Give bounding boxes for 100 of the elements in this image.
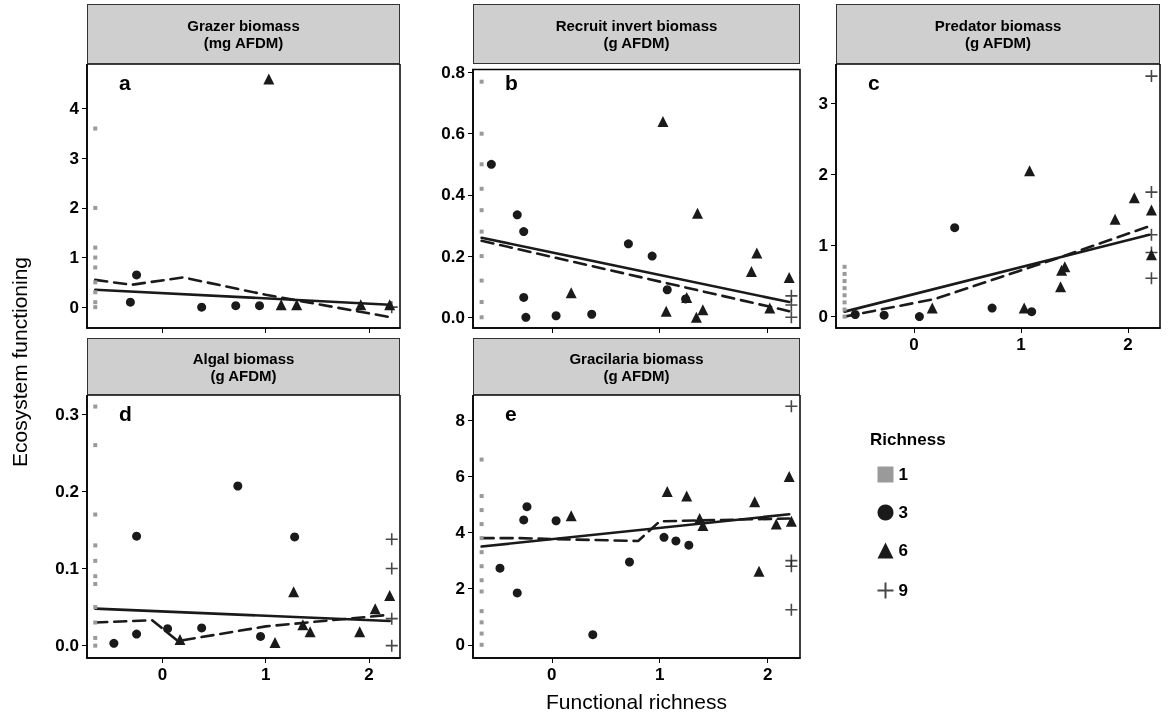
point [132,270,142,280]
point [269,637,281,649]
point [93,543,98,548]
point [197,623,207,633]
point [745,265,757,277]
point [519,227,529,237]
y-tick-label: 2 [455,579,465,599]
point [479,620,484,625]
point [842,293,847,298]
point [522,502,532,512]
point [1144,185,1159,199]
y-tick-label: 0.8 [441,63,465,82]
x-tick-label: 0 [157,665,168,684]
annotation: b [505,71,518,94]
y-tick-label: 0.2 [441,246,465,266]
point [93,574,98,579]
point [93,643,98,648]
point [354,626,366,638]
y-tick-label: 2 [69,198,79,218]
point [479,315,484,320]
x-tick-label: 2 [364,665,374,684]
point [132,629,142,639]
point [479,508,484,513]
point [93,404,98,409]
legend-label: 1 [898,465,908,484]
point [479,229,484,234]
point [384,611,399,626]
chart-title: Gracilaria biomass (g AFDM) [473,338,800,395]
point [783,272,795,284]
point [479,589,484,594]
point [842,307,847,312]
chart-title: Recruit invert biomass (g AFDM) [473,4,800,64]
point [479,494,484,499]
point [697,520,709,532]
point [93,305,98,310]
point [842,300,847,305]
point [691,207,703,219]
point [384,590,396,602]
point [163,624,173,634]
x-tick-label: 0 [909,335,919,354]
point [624,557,634,567]
point [109,638,119,648]
point [842,264,847,269]
point [850,309,860,319]
point [751,247,763,259]
y-tick-label: 0 [818,307,828,327]
point [519,515,529,525]
point [551,311,561,321]
point [770,518,782,530]
point [926,302,938,314]
point [1144,227,1159,242]
point [288,586,300,598]
y-tick-label: 3 [818,93,828,113]
x-tick-label: 1 [260,665,271,684]
point [479,522,484,527]
point [233,481,243,491]
point [842,286,847,291]
point [479,609,484,614]
point [93,443,98,448]
point [551,516,561,526]
point [479,564,484,569]
point [519,292,529,302]
point [660,305,672,317]
x-tick-label: 1 [654,665,665,684]
annotation: e [505,402,517,425]
point [662,285,672,295]
point [842,279,847,284]
y-tick-label: 0.0 [55,636,79,656]
point [784,399,799,414]
point [764,302,776,314]
point [93,255,98,260]
point [879,310,889,320]
point [275,299,287,311]
y-tick-label: 0 [69,297,79,317]
point [659,532,669,542]
point [661,486,673,498]
point [1145,204,1157,216]
y-tick-label: 1 [69,248,79,268]
point [1055,281,1067,293]
point [623,239,633,249]
annotation: c [868,71,880,94]
point [479,457,484,462]
point [255,301,265,311]
point [784,310,799,325]
point [132,531,142,541]
point [842,314,847,319]
point [479,642,484,647]
chart-title: Predator biomass (g AFDM) [836,4,1160,64]
point [231,301,241,311]
legend-label: 6 [898,541,908,560]
point [479,131,484,136]
y-tick-label: 0.1 [55,559,79,579]
point [93,280,98,285]
point [1144,271,1159,285]
point [93,300,98,305]
point [93,605,98,610]
point [297,619,309,631]
point [125,297,135,307]
point [479,578,484,583]
y-axis-title: Ecosystem functioning [8,256,33,468]
